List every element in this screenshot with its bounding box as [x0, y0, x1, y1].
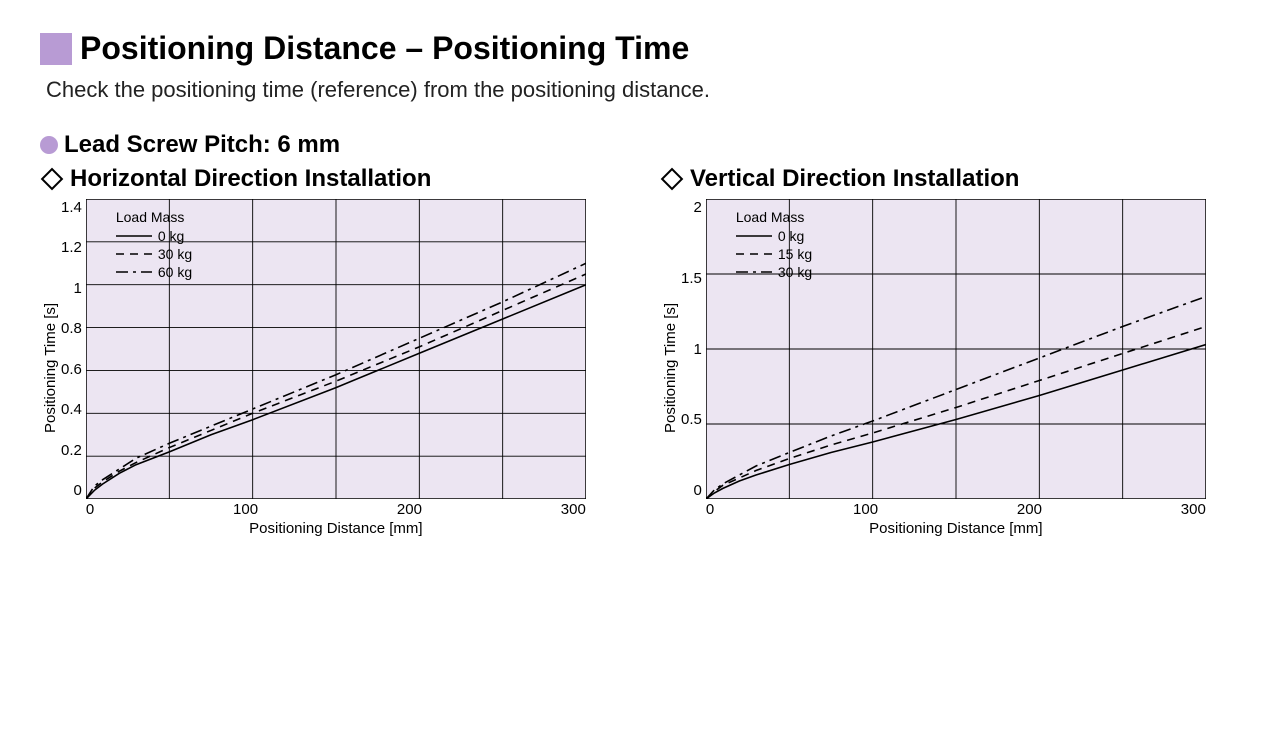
x-tick: 0: [86, 501, 94, 518]
y-tick: 1.2: [61, 239, 82, 256]
y-ticks: 2 1.5 1 0.5 0: [681, 199, 706, 499]
x-ticks: 0 100 200 300: [86, 501, 586, 518]
y-tick: 1: [74, 280, 82, 297]
x-tick: 100: [233, 501, 258, 518]
chart-horizontal: Horizontal Direction Installation Positio…: [40, 165, 620, 537]
legend-label: 30 kg: [778, 264, 812, 280]
x-ticks: 0 100 200 300: [706, 501, 1206, 518]
y-tick: 0.6: [61, 361, 82, 378]
diamond-icon: [661, 168, 684, 191]
legend-label: 60 kg: [158, 264, 192, 280]
legend-label: 0 kg: [158, 228, 184, 244]
main-title: Positioning Distance – Positioning Time: [80, 30, 689, 67]
legend-title: Load Mass: [116, 209, 192, 225]
legend-row: 60 kg: [116, 263, 192, 281]
y-tick: 0: [74, 482, 82, 499]
y-axis-label: Positioning Time [s]: [660, 199, 681, 537]
chart-title: Horizontal Direction Installation: [70, 165, 431, 193]
x-tick: 300: [1181, 501, 1206, 518]
legend-row: 30 kg: [736, 263, 812, 281]
legend-row: 30 kg: [116, 245, 192, 263]
x-axis-label: Positioning Distance [mm]: [86, 520, 586, 537]
section-label: Lead Screw Pitch: 6 mm: [64, 131, 340, 159]
x-tick: 100: [853, 501, 878, 518]
plot-area: Load Mass 0 kg 15 kg 30 kg: [706, 199, 1206, 499]
y-tick: 1: [694, 341, 702, 358]
chart-wrap: Positioning Time [s] 2 1.5 1 0.5 0 Load Mass 0 …: [660, 199, 1240, 537]
legend-label: 30 kg: [158, 246, 192, 262]
title-bullet: [40, 33, 72, 65]
subtitle: Check the positioning time (reference) f…: [46, 77, 1240, 103]
y-ticks: 1.4 1.2 1 0.8 0.6 0.4 0.2 0: [61, 199, 86, 499]
chart-vertical: Vertical Direction Installation Positioni…: [660, 165, 1240, 537]
x-tick: 200: [397, 501, 422, 518]
x-tick: 300: [561, 501, 586, 518]
y-tick: 0.5: [681, 411, 702, 428]
y-tick: 0.4: [61, 401, 82, 418]
chart-title-row: Vertical Direction Installation: [660, 165, 1240, 193]
legend: Load Mass 0 kg 15 kg 30 kg: [736, 209, 812, 281]
x-tick: 0: [706, 501, 714, 518]
y-tick: 1.4: [61, 199, 82, 216]
chart-title: Vertical Direction Installation: [690, 165, 1019, 193]
plot-area: Load Mass 0 kg 30 kg 60 kg: [86, 199, 586, 499]
x-axis-label: Positioning Distance [mm]: [706, 520, 1206, 537]
y-tick: 0.2: [61, 442, 82, 459]
chart-wrap: Positioning Time [s]1.4 1.2 1 0.8 0.6 0.4 0.2 0…: [40, 199, 620, 537]
legend-label: 0 kg: [778, 228, 804, 244]
chart-title-row: Horizontal Direction Installation: [40, 165, 620, 193]
section-label-row: Lead Screw Pitch: 6 mm: [40, 131, 1240, 159]
charts-row: Horizontal Direction Installation Positio…: [40, 165, 1240, 537]
y-tick: 2: [694, 199, 702, 216]
legend-row: 0 kg: [116, 227, 192, 245]
legend-row: 0 kg: [736, 227, 812, 245]
legend-title: Load Mass: [736, 209, 812, 225]
y-tick: 0.8: [61, 320, 82, 337]
y-tick: 0: [694, 482, 702, 499]
legend-label: 15 kg: [778, 246, 812, 262]
main-title-row: Positioning Distance – Positioning Time: [40, 30, 1240, 67]
legend: Load Mass 0 kg 30 kg 60 kg: [116, 209, 192, 281]
section-bullet: [40, 136, 58, 154]
diamond-icon: [41, 168, 64, 191]
y-tick: 1.5: [681, 270, 702, 287]
x-tick: 200: [1017, 501, 1042, 518]
y-axis-label: Positioning Time [s]: [40, 199, 61, 537]
legend-row: 15 kg: [736, 245, 812, 263]
